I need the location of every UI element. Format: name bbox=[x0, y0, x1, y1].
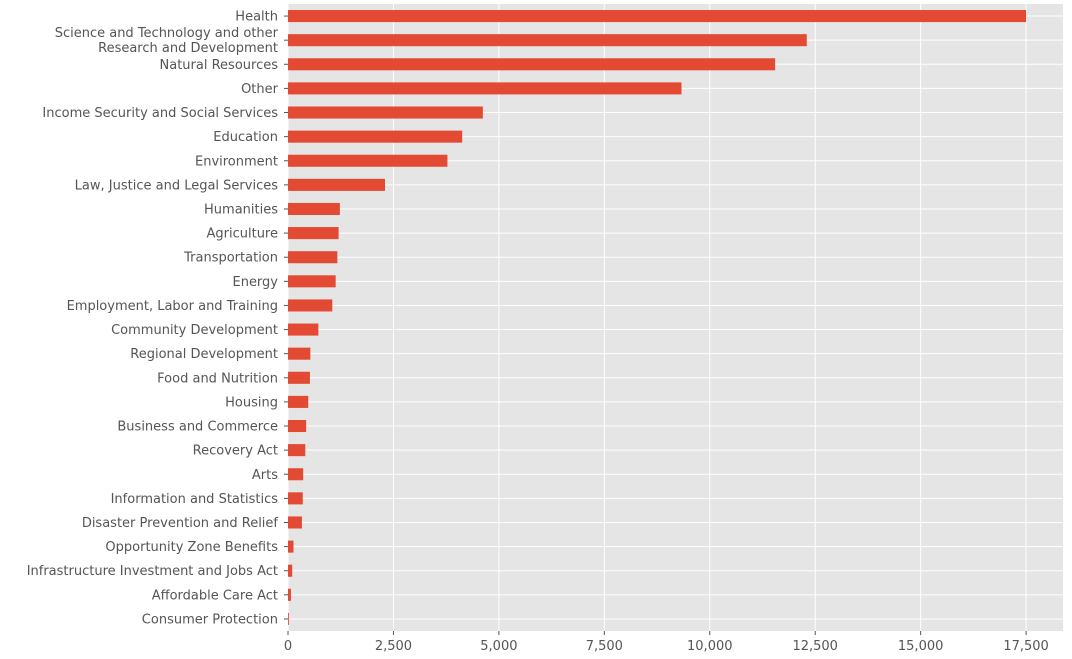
category-label: Energy bbox=[232, 275, 278, 290]
category-label: Infrastructure Investment and Jobs Act bbox=[27, 564, 278, 579]
bar bbox=[288, 612, 289, 625]
x-tick-label: 0 bbox=[284, 639, 292, 654]
category-label: Health bbox=[235, 10, 278, 25]
category-label: Housing bbox=[225, 395, 278, 410]
category-label: Environment bbox=[195, 154, 278, 169]
bar bbox=[288, 251, 338, 264]
bar bbox=[288, 106, 483, 119]
bar bbox=[288, 130, 463, 143]
plot-background bbox=[288, 4, 1063, 631]
x-tick-label: 15,000 bbox=[898, 639, 944, 654]
category-label: Opportunity Zone Benefits bbox=[105, 540, 278, 555]
bars bbox=[288, 10, 1027, 625]
category-label: Community Development bbox=[111, 323, 278, 338]
category-label: Information and Statistics bbox=[111, 492, 279, 507]
bar bbox=[288, 82, 682, 95]
category-label: Arts bbox=[252, 468, 278, 483]
category-label: Transportation bbox=[183, 251, 278, 266]
x-axis-ticks: 0 2,500 5,000 7,500 10,000 12,500 15,000 17,500 bbox=[284, 631, 1049, 654]
category-label: Science and Technology and other Research… bbox=[55, 26, 279, 56]
category-label: Recovery Act bbox=[193, 444, 278, 459]
category-label: Food and Nutrition bbox=[157, 371, 278, 386]
x-tick-label: 2,500 bbox=[375, 639, 412, 654]
bar bbox=[288, 444, 306, 457]
category-label: Humanities bbox=[204, 202, 278, 217]
bar bbox=[288, 202, 340, 216]
bar bbox=[288, 154, 448, 167]
category-label: Natural Resources bbox=[160, 58, 279, 73]
category-label: Income Security and Social Services bbox=[42, 106, 278, 121]
bar bbox=[288, 299, 333, 312]
bar bbox=[288, 275, 336, 288]
category-label: Agriculture bbox=[207, 227, 279, 242]
bar bbox=[288, 419, 307, 433]
x-tick-label: 7,500 bbox=[586, 639, 623, 654]
category-label: Law, Justice and Legal Services bbox=[75, 178, 279, 193]
category-label: Affordable Care Act bbox=[152, 588, 278, 603]
category-label: Disaster Prevention and Relief bbox=[82, 516, 279, 531]
x-tick-label: 5,000 bbox=[480, 639, 517, 654]
bar bbox=[288, 395, 309, 408]
bar bbox=[288, 564, 293, 577]
bar bbox=[288, 540, 294, 553]
bar bbox=[288, 58, 776, 71]
x-tick-label: 10,000 bbox=[687, 639, 733, 654]
bar bbox=[288, 323, 319, 336]
bar bbox=[288, 347, 311, 360]
x-tick-label: 12,500 bbox=[792, 639, 838, 654]
bar bbox=[288, 588, 291, 601]
bar bbox=[288, 34, 807, 47]
category-label: Employment, Labor and Training bbox=[67, 299, 278, 314]
category-label: Education bbox=[213, 130, 278, 145]
bar bbox=[288, 468, 304, 481]
category-label: Consumer Protection bbox=[142, 612, 278, 627]
bar bbox=[288, 227, 339, 240]
category-label: Business and Commerce bbox=[117, 420, 278, 435]
category-label: Other bbox=[241, 82, 279, 97]
x-tick-label: 17,500 bbox=[1003, 639, 1049, 654]
bar bbox=[288, 492, 303, 505]
bar bbox=[288, 10, 1027, 23]
bar bbox=[288, 516, 302, 529]
category-label: Regional Development bbox=[130, 347, 278, 362]
bar bbox=[288, 371, 310, 384]
bar bbox=[288, 178, 386, 191]
